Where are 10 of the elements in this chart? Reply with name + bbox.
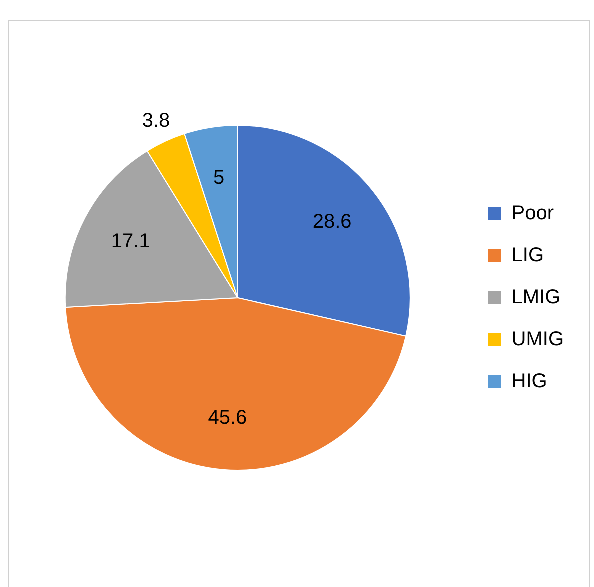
legend-label: LMIG [512,286,561,309]
legend-label: Poor [512,202,554,225]
legend-label: HIG [512,370,548,393]
data-label: 28.6 [312,211,352,234]
legend-label: UMIG [512,328,564,351]
data-label: 17.1 [111,230,150,253]
data-label: 45.6 [208,406,248,429]
legend-label: LIG [512,244,544,267]
data-label: 3.8 [142,110,170,132]
data-label: 5 [213,167,225,190]
